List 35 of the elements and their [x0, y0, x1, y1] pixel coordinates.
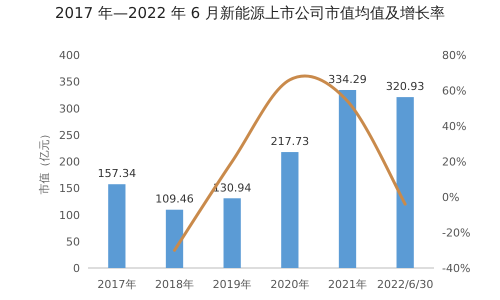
bar	[281, 152, 298, 268]
y-tick-label: 0	[73, 262, 80, 275]
y-tick-label: 100	[59, 208, 80, 222]
x-tick-label: 2021年	[328, 278, 367, 291]
y-tick-label: 350	[59, 76, 80, 89]
y2-tick-label: 20%	[442, 156, 466, 168]
data-label: 320.93	[386, 80, 424, 94]
y2-tick-label: -20%	[442, 226, 470, 240]
y-tick-label: 300	[59, 102, 80, 116]
x-tick-label: 2017年	[97, 278, 136, 291]
x-tick-label: 2020年	[270, 278, 310, 291]
data-label: 109.46	[155, 192, 194, 206]
y-axis-title: 市值（亿元）	[38, 128, 51, 194]
x-tick-label: 2019年	[212, 278, 252, 291]
bar	[166, 210, 184, 268]
y-tick-label: 250	[59, 128, 80, 142]
bar	[396, 97, 414, 268]
x-tick-label: 2018年	[155, 278, 194, 291]
y-tick-label: 200	[59, 156, 80, 168]
y-tick-label: 400	[59, 49, 80, 62]
bar	[338, 90, 356, 268]
y2-tick-label: 80%	[442, 49, 466, 62]
y2-tick-label: 40%	[442, 120, 466, 133]
data-label: 157.34	[98, 167, 136, 180]
bar	[108, 184, 126, 268]
y2-tick-label: -40%	[442, 262, 470, 275]
y-tick-label: 50	[66, 235, 80, 248]
y2-tick-label: 60%	[442, 84, 466, 98]
title: 2017 年—2022 年 6 月新能源上市公司市值均值及增长率	[55, 4, 445, 22]
data-label: 217.73	[270, 135, 310, 148]
y-tick-label: 150	[59, 182, 80, 196]
x-tick-label: 2022/6/30	[376, 278, 434, 291]
y2-tick-label: 0%	[442, 191, 460, 204]
data-label: 334.29	[328, 72, 367, 86]
bar	[224, 198, 241, 268]
